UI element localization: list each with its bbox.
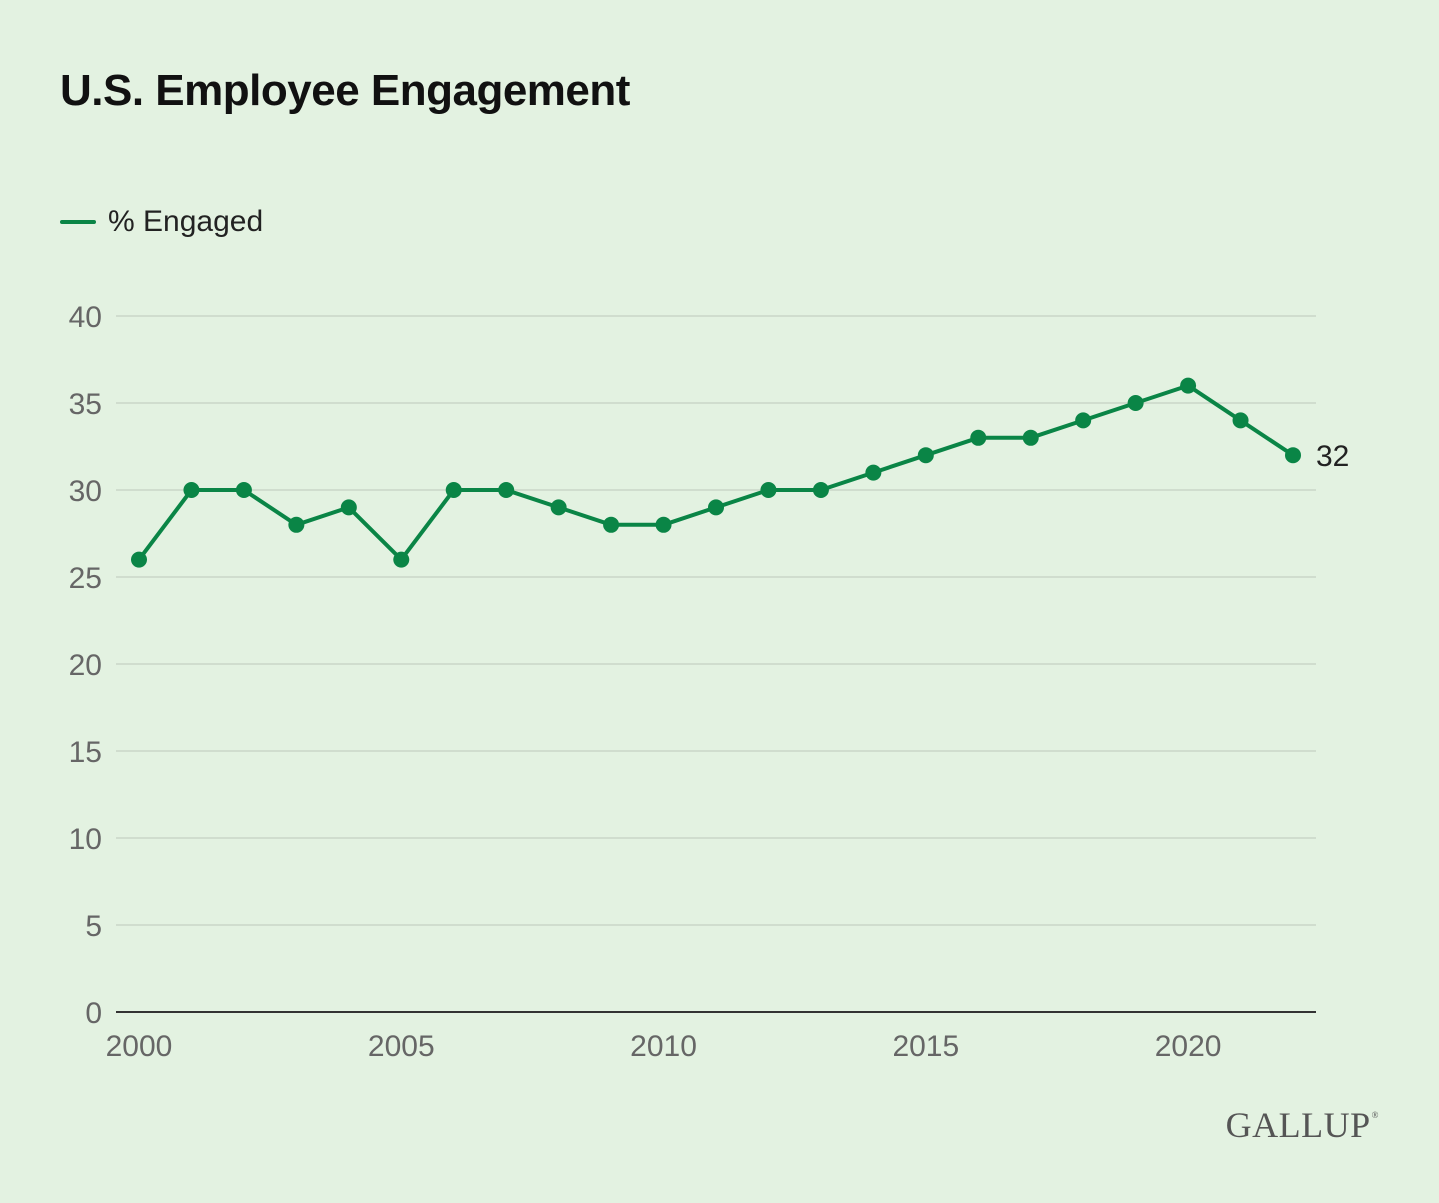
data-point-2012: [760, 482, 777, 498]
x-tick-label: 2010: [630, 1030, 697, 1063]
y-tick-label: 10: [69, 823, 102, 856]
y-tick-label: 30: [69, 475, 102, 508]
x-tick-label: 2005: [368, 1030, 435, 1063]
data-point-2017: [1022, 429, 1039, 446]
data-point-2008: [550, 499, 567, 516]
data-point-2013: [812, 482, 829, 498]
x-axis-ticks: 2000 2005 2010 2015 2020: [106, 1030, 1222, 1063]
data-point-2014: [865, 464, 882, 481]
data-point-2010: [655, 516, 672, 533]
chart-title: U.S. Employee Engagement: [60, 66, 630, 115]
data-point-2011: [708, 499, 724, 516]
y-tick-label: 15: [69, 736, 102, 769]
data-point-2003: [288, 516, 305, 533]
gridlines: [116, 315, 1316, 1013]
y-tick-label: 35: [69, 388, 102, 421]
y-tick-label: 5: [85, 910, 102, 943]
legend: % Engaged: [60, 205, 263, 239]
data-point-2016: [970, 429, 987, 446]
legend-label: % Engaged: [108, 205, 264, 238]
data-point-2001: [183, 482, 200, 498]
y-tick-label: 25: [69, 562, 102, 595]
data-point-2000: [131, 551, 147, 568]
logo-text: GALLUP: [1225, 1105, 1371, 1145]
x-tick-label: 2000: [106, 1030, 173, 1063]
registered-mark: ®: [1371, 1110, 1379, 1120]
data-point-2019: [1127, 395, 1144, 411]
series-line: [137, 383, 1295, 562]
legend-swatch: [60, 220, 96, 224]
x-tick-label: 2020: [1155, 1030, 1222, 1063]
y-tick-label: 0: [85, 997, 102, 1030]
data-point-2006: [445, 482, 462, 498]
series-engaged: 32: [131, 377, 1349, 568]
data-point-2005: [393, 551, 410, 568]
data-point-2004: [340, 499, 357, 516]
gallup-logo: GALLUP®: [1226, 1104, 1379, 1146]
data-point-2022: [1285, 447, 1301, 464]
data-point-2002: [235, 482, 252, 498]
data-point-2007: [498, 482, 515, 498]
data-point-2015: [917, 447, 934, 464]
end-data-label: 32: [1316, 440, 1349, 473]
data-point-2018: [1075, 412, 1092, 429]
y-tick-label: 20: [69, 649, 102, 682]
data-point-2009: [603, 516, 620, 533]
y-axis-ticks: 0 5 10 15 20 25 30 35 40: [69, 301, 102, 1030]
x-tick-label: 2015: [892, 1030, 959, 1063]
y-tick-label: 40: [69, 301, 102, 334]
data-point-2020: [1180, 377, 1197, 394]
data-point-2021: [1232, 412, 1249, 429]
